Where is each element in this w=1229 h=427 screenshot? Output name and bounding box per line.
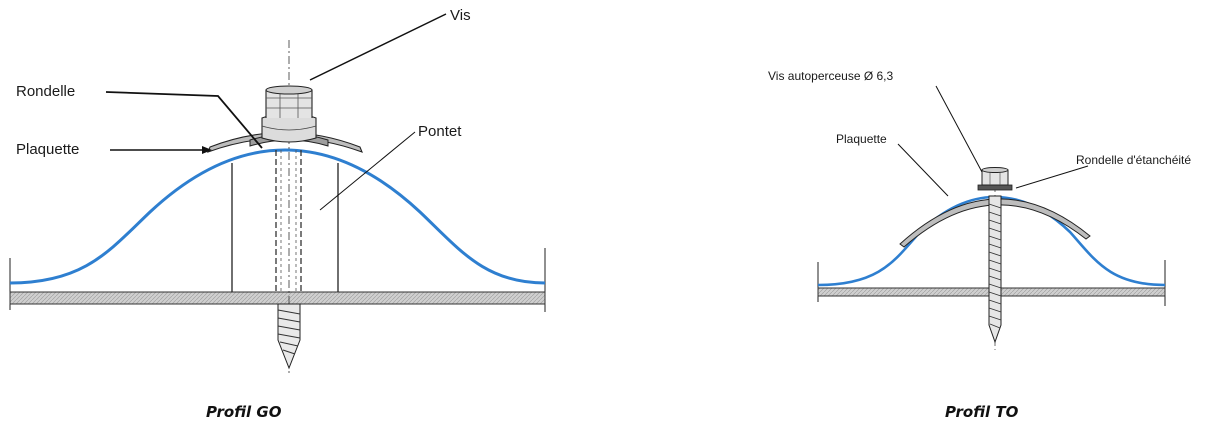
go-label-rondelle: Rondelle [16,83,75,100]
go-label-vis: Vis [450,7,471,24]
to-rondelle [977,184,1013,191]
to-vis-leader [935,85,983,173]
go-pontet-leader [319,131,416,211]
to-label-plaquette: Plaquette [836,132,887,146]
go-screw-head [261,85,317,143]
figure-to: Vis autoperceuse Ø 6,3 Plaquette Rondell… [768,69,1191,350]
caption-profil-go: Profil GO [206,403,282,421]
to-screw-head [981,167,1009,186]
to-rondelle-leader [1015,165,1089,189]
to-label-vis: Vis autoperceuse Ø 6,3 [768,69,894,83]
go-label-plaquette: Plaquette [16,141,79,158]
go-vis-leader [309,13,447,81]
figure-go: Vis Rondelle Plaquette Pontet [9,7,546,375]
go-purlin-plate [9,291,546,305]
to-plaquette [899,198,1091,248]
to-label-rondelle: Rondelle d'étanchéité [1076,153,1191,167]
go-rondelle-leader [105,91,263,149]
go-plaquette-arrowhead [202,146,212,154]
to-screw [988,186,1002,350]
go-label-pontet: Pontet [418,123,462,140]
to-plaquette-leader [897,143,949,197]
caption-profil-to: Profil TO [945,403,1019,421]
go-profile-sheet [9,148,546,285]
